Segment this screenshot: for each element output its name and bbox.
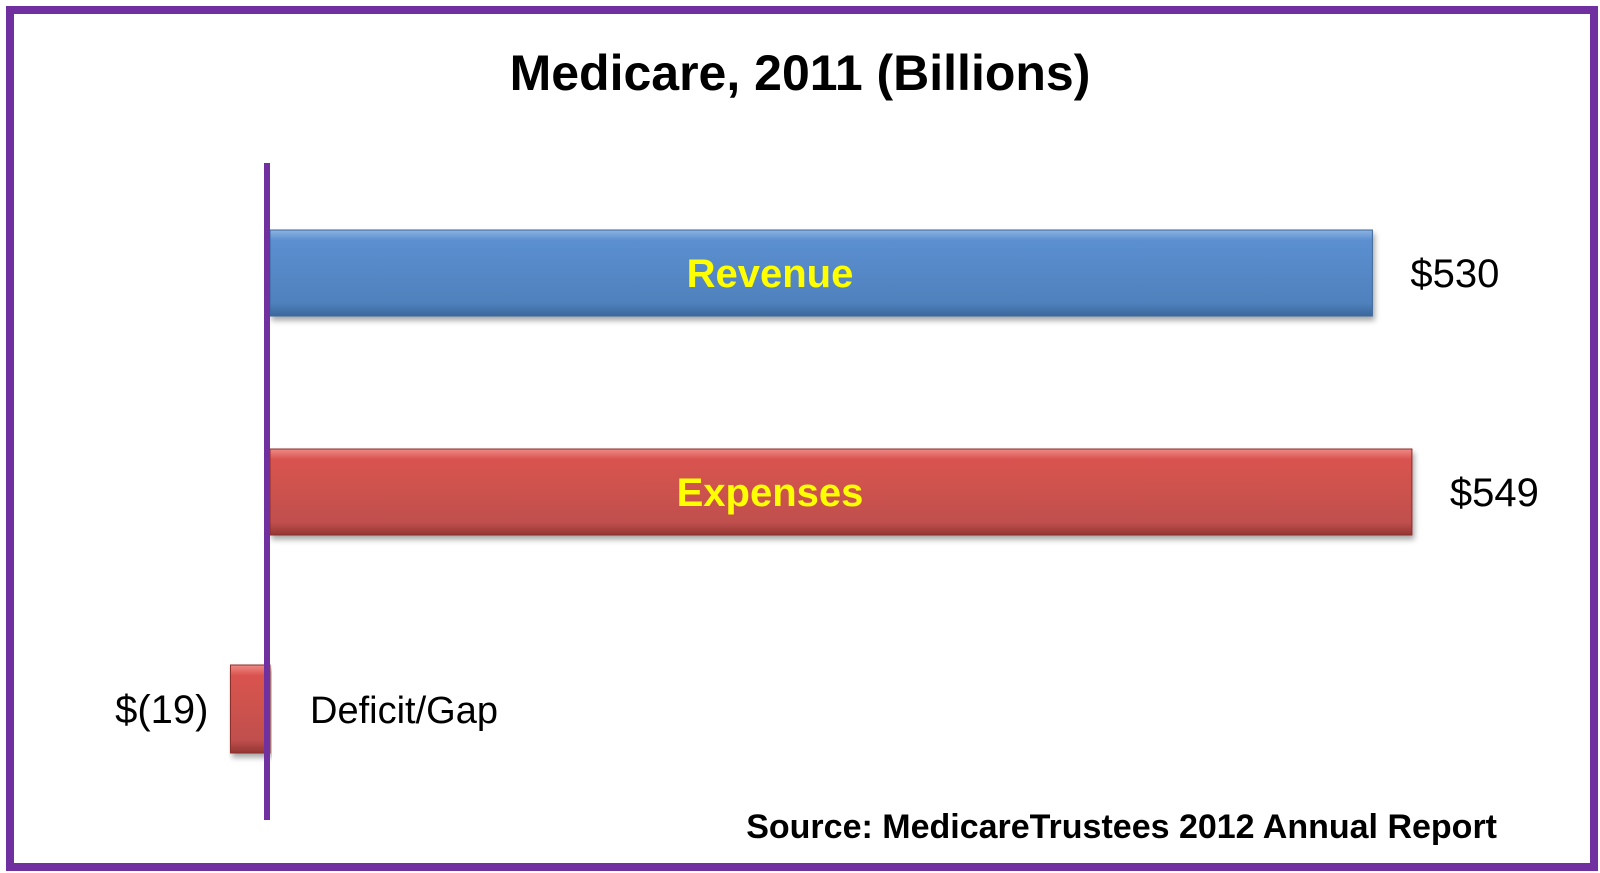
category-label-revenue: Revenue (687, 252, 854, 296)
category-label-expenses: Expenses (677, 471, 864, 515)
source-note: Source: MedicareTrustees 2012 Annual Rep… (746, 808, 1497, 847)
value-label-revenue: $530 (1410, 252, 1499, 296)
category-label-deficit-gap: Deficit/Gap (310, 690, 498, 732)
value-label-deficit-gap: $(19) (115, 688, 208, 732)
value-label-expenses: $549 (1450, 471, 1539, 515)
